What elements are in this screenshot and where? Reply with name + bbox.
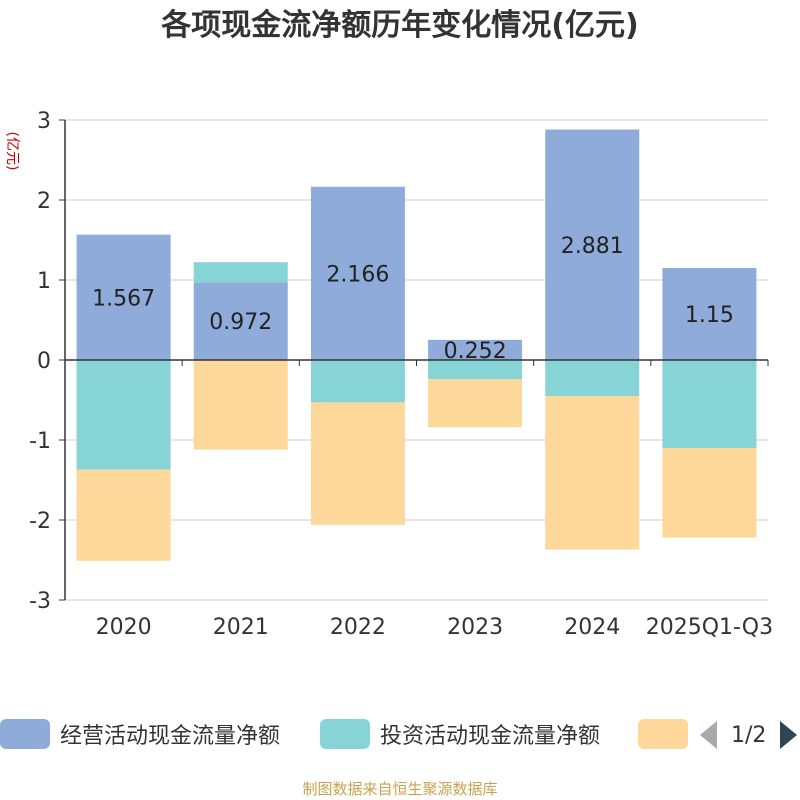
- chart-title: 各项现金流净额历年变化情况(亿元): [161, 8, 639, 43]
- legend-item-operating[interactable]: 经营活动现金流量净额: [0, 717, 280, 751]
- bar-segment-3: [428, 379, 523, 428]
- legend-label-investing: 投资活动现金流量净额: [380, 724, 601, 749]
- bar-segment-3: [193, 360, 288, 450]
- y-tick-label: -1: [29, 429, 51, 454]
- bar-segment-2: [310, 360, 405, 403]
- data-label: 2.166: [326, 262, 389, 287]
- x-tick-label: 2022: [330, 615, 386, 640]
- legend-pager: 1/2: [700, 718, 798, 752]
- x-tick-label: 2020: [96, 615, 152, 640]
- bar-segment-1: [662, 268, 757, 360]
- bar-segment-2: [428, 360, 523, 380]
- x-tick-label: 2023: [447, 615, 503, 640]
- data-label: 1.15: [685, 303, 734, 328]
- legend-item-investing[interactable]: 投资活动现金流量净额: [320, 717, 600, 751]
- y-tick-label: 2: [37, 189, 51, 214]
- legend-swatch-investing: [320, 719, 370, 749]
- legend-page-indicator: 1/2: [731, 722, 767, 748]
- bar-segment-3: [662, 448, 757, 538]
- bar-segment-1: [310, 186, 405, 360]
- legend-prev-icon[interactable]: [700, 721, 717, 749]
- legend-item-financing[interactable]: [638, 717, 698, 751]
- bar-segment-2: [662, 360, 757, 448]
- y-tick-label: -2: [29, 509, 51, 534]
- data-label: 0.252: [444, 339, 507, 364]
- bar-segment-3: [545, 396, 640, 550]
- legend-next-icon[interactable]: [780, 721, 798, 749]
- data-label: 0.972: [209, 310, 272, 335]
- y-tick-label: 3: [37, 109, 51, 134]
- x-tick-label: 2024: [564, 615, 620, 640]
- bar-segment-1: [193, 282, 288, 360]
- bar-segment-1: [76, 234, 171, 360]
- bar-segment-2: [193, 262, 288, 283]
- bar-segment-1: [428, 339, 523, 360]
- bar-segment-1: [545, 129, 640, 360]
- bar-segment-2: [76, 360, 171, 470]
- y-tick-label: 0: [37, 349, 51, 374]
- bar-segment-3: [76, 469, 171, 561]
- bar-segment-3: [310, 402, 405, 525]
- y-tick-label: 1: [37, 269, 51, 294]
- bar-segment-2: [545, 360, 640, 396]
- x-tick-label: 2025Q1-Q3: [646, 615, 773, 640]
- legend-swatch-financing: [638, 719, 688, 749]
- source-note: 制图数据来自恒生聚源数据库: [302, 780, 498, 798]
- data-label: 2.881: [561, 234, 624, 259]
- data-label: 1.567: [92, 286, 155, 311]
- y-axis-label: (亿元): [4, 132, 20, 171]
- legend-label-operating: 经营活动现金流量净额: [60, 724, 281, 749]
- y-tick-label: -3: [29, 589, 51, 614]
- legend-swatch-operating: [0, 719, 50, 749]
- x-tick-label: 2021: [213, 615, 269, 640]
